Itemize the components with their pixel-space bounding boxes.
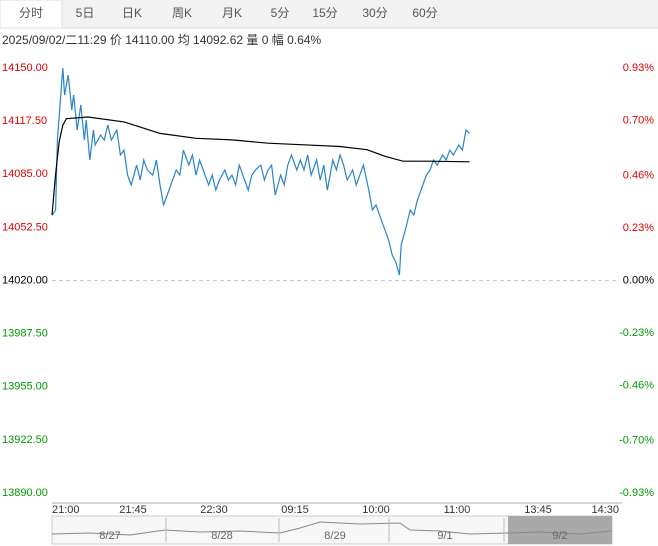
y-tick-label: 14085.00	[2, 168, 48, 180]
y-tick-label: 14020.00	[2, 274, 48, 286]
x-tick-label: 11:00	[444, 504, 471, 516]
tab[interactable]: 60分	[412, 6, 437, 20]
navigator-selection	[508, 516, 612, 544]
y-tick-label: 14052.50	[2, 221, 48, 233]
y2-tick-label: -0.70%	[619, 434, 654, 446]
tab[interactable]: 周K	[172, 6, 192, 20]
y2-tick-label: 0.23%	[623, 222, 654, 234]
x-tick-label: 13:45	[524, 504, 552, 516]
x-tick-label: 21:45	[119, 504, 147, 516]
x-tick-label: 14:30	[591, 504, 619, 516]
tab[interactable]: 15分	[312, 6, 337, 20]
tab[interactable]: 30分	[362, 6, 387, 20]
y2-tick-label: 0.46%	[623, 169, 654, 181]
price-line	[51, 116, 470, 216]
x-tick-label: 22:30	[200, 504, 228, 516]
tab[interactable]: 5日	[76, 6, 95, 20]
navigator-label: 8/28	[211, 530, 232, 542]
tab-bar	[0, 0, 658, 28]
price-line	[51, 67, 471, 276]
tab[interactable]: 5分	[271, 6, 290, 20]
x-tick-label: 21:00	[52, 504, 80, 516]
y2-tick-label: -0.23%	[619, 327, 654, 339]
y-tick-label: 14117.50	[2, 115, 47, 127]
navigator-label: 8/29	[324, 530, 345, 542]
y2-tick-label: 0.70%	[623, 114, 654, 126]
y2-tick-label: -0.46%	[619, 380, 654, 392]
x-tick-label: 10:00	[362, 504, 390, 516]
navigator-label: 9/2	[552, 530, 567, 542]
y-tick-label: 13955.00	[2, 381, 48, 393]
navigator-line	[51, 521, 613, 536]
navigator-label: 8/27	[99, 530, 120, 542]
tab[interactable]: 日K	[122, 6, 142, 20]
y-tick-label: 14150.00	[2, 62, 48, 74]
y-tick-label: 13890.00	[2, 487, 48, 499]
y2-tick-label: 0.00%	[623, 274, 654, 286]
info-line: 2025/09/02/二11:29 价 14110.00 均 14092.62 …	[2, 32, 321, 47]
y-tick-label: 13987.50	[2, 328, 48, 340]
x-tick-label: 09:15	[281, 504, 309, 516]
navigator-label: 9/1	[437, 530, 452, 542]
y-tick-label: 13922.50	[2, 434, 48, 446]
tab[interactable]: 月K	[222, 6, 242, 20]
tab-selected	[0, 0, 63, 29]
y2-tick-label: -0.93%	[619, 487, 654, 499]
tab[interactable]: 分时	[19, 6, 43, 20]
y2-tick-label: 0.93%	[623, 62, 654, 74]
